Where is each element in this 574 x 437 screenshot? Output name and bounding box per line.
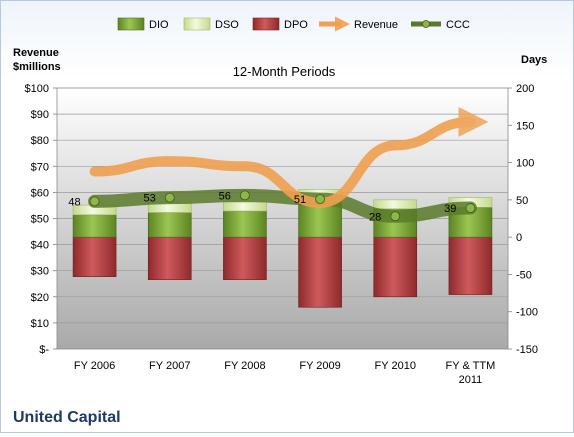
legend-label-dpo: DPO — [284, 19, 308, 31]
left-tick-label: $90 — [31, 109, 49, 121]
ccc-point — [465, 203, 476, 213]
left-axis-title-line2: $millions — [13, 61, 61, 73]
axes: $- $10 $20 $30 $40 $50 $60 $70 $80 $90 $100 -150 -10… — [25, 83, 539, 386]
left-tick-label: $100 — [25, 83, 49, 95]
legend-swatch-ccc-marker — [422, 20, 430, 28]
category-label: FY 2007 — [149, 360, 190, 372]
left-tick-label: $60 — [31, 187, 49, 199]
left-tick-label: $10 — [31, 318, 49, 330]
ccc-data-label: 28 — [369, 211, 381, 223]
legend: DIO DSO DPO Revenue CCC — [117, 16, 470, 32]
ccc-point — [390, 211, 401, 222]
bar-dso — [373, 199, 418, 210]
revenue-line — [89, 106, 489, 208]
right-tick-label: -100 — [516, 307, 538, 319]
chart-subtitle: 12-Month Periods — [233, 64, 336, 79]
legend-label-ccc: CCC — [446, 19, 470, 31]
bar-dpo — [298, 236, 342, 308]
ccc-point — [315, 194, 325, 205]
left-tick-label: $70 — [31, 161, 49, 173]
right-tick-label: 0 — [516, 232, 522, 244]
right-tick-label: 200 — [516, 83, 534, 95]
ccc-point — [164, 192, 175, 203]
legend-swatch-dso — [183, 17, 211, 31]
bar-dpo — [72, 236, 117, 277]
category-label: FY 2006 — [74, 360, 115, 372]
ccc-line — [88, 188, 477, 223]
left-tick-label: $- — [39, 344, 49, 356]
bar-dio — [223, 210, 267, 238]
legend-label-dio: DIO — [149, 19, 169, 31]
left-tick-label: $30 — [31, 266, 49, 278]
ccc-point — [240, 190, 250, 201]
ccc-data-label: 39 — [444, 203, 456, 215]
legend-label-revenue: Revenue — [354, 19, 398, 31]
right-tick-label: 50 — [516, 195, 528, 207]
bar-dpo — [448, 236, 493, 295]
right-tick-label: 100 — [516, 158, 534, 170]
right-axis-title: Days — [521, 54, 547, 66]
legend-swatch-dio — [117, 17, 145, 31]
legend-label-dso: DSO — [215, 19, 239, 31]
category-label: FY 2010 — [375, 360, 416, 372]
right-tick-label: -150 — [516, 344, 538, 356]
left-tick-label: $80 — [31, 135, 49, 147]
bar-dpo — [223, 236, 267, 280]
category-label: FY & TTM — [446, 360, 496, 372]
company-name: United Capital — [13, 409, 121, 426]
series-lines: 48 53 56 51 28 39 — [68, 106, 489, 223]
category-label: FY 2009 — [299, 360, 340, 372]
ccc-data-label: 48 — [68, 196, 80, 208]
category-label: 2011 — [459, 374, 483, 386]
right-tick-label: 150 — [516, 120, 534, 132]
category-label: FY 2008 — [224, 360, 265, 372]
ccc-data-label: 51 — [294, 194, 306, 206]
right-tick-label: -50 — [516, 269, 532, 281]
bar-dio — [147, 212, 192, 238]
left-axis-title-line1: Revenue — [13, 47, 59, 59]
bar-dio — [298, 201, 342, 238]
left-tick-label: $50 — [31, 214, 49, 226]
bar-dso — [223, 201, 267, 212]
ccc-data-label: 56 — [219, 190, 231, 202]
bar-dpo — [373, 236, 418, 298]
ccc-data-label: 53 — [144, 193, 156, 205]
bar-dpo — [147, 236, 192, 280]
bar-dio — [72, 214, 117, 238]
legend-swatch-dpo — [252, 17, 280, 31]
ccc-point — [89, 196, 100, 207]
left-tick-label: $40 — [31, 240, 49, 252]
left-tick-label: $20 — [31, 292, 49, 304]
